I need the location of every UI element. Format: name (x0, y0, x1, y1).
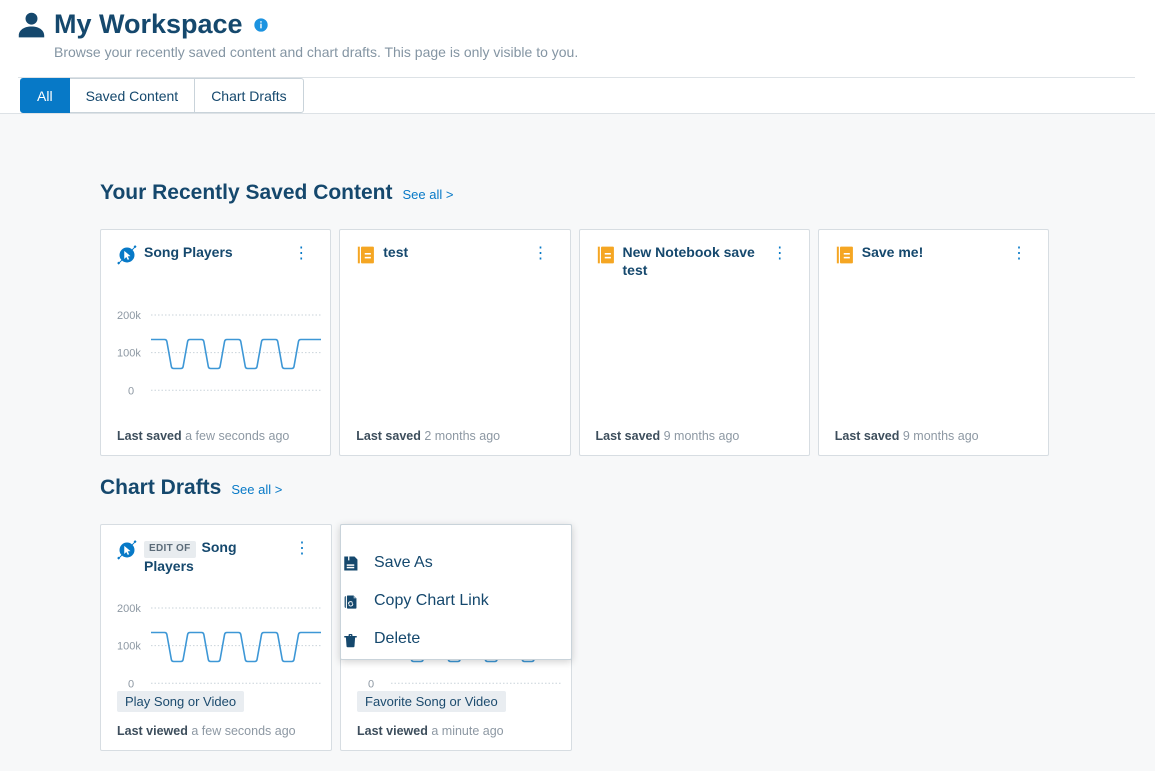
svg-text:100k: 100k (117, 348, 141, 360)
svg-text:200k: 200k (117, 603, 141, 615)
svg-text:0: 0 (128, 678, 134, 690)
svg-text:200k: 200k (117, 310, 141, 322)
svg-text:0: 0 (368, 678, 374, 690)
svg-text:100k: 100k (117, 641, 141, 653)
svg-text:0: 0 (128, 385, 134, 397)
